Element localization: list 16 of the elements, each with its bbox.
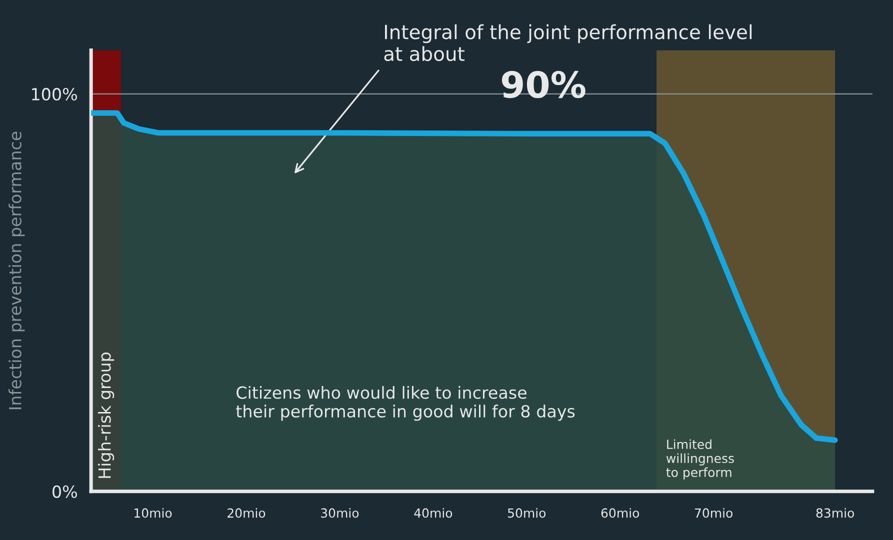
x-tick-label: 60mio [601, 508, 640, 518]
x-tick-label: 50mio [508, 508, 546, 518]
x-tick-label: 40mio [414, 508, 452, 518]
x-tick-label: 70mio [694, 508, 732, 518]
annotation: 90% [502, 70, 586, 98]
annotation: Integral of the joint performance level at about [384, 24, 752, 62]
x-tick-label: 10mio [134, 508, 172, 518]
x-tick-label: 30mio [321, 508, 359, 518]
x-tick-label: 83mio [816, 508, 854, 518]
band-label: Limited willingness to perform [666, 439, 734, 480]
band-label: High-risk group [98, 352, 114, 478]
x-tick-label: 20mio [228, 508, 266, 518]
annotation: Citizens who would like to increase their performance in good will for 8 days [236, 386, 575, 421]
y-tick-label: 100% [32, 88, 77, 101]
y-tick-label: 0% [52, 485, 77, 498]
y-axis-title: Infection prevention performance [8, 132, 25, 410]
